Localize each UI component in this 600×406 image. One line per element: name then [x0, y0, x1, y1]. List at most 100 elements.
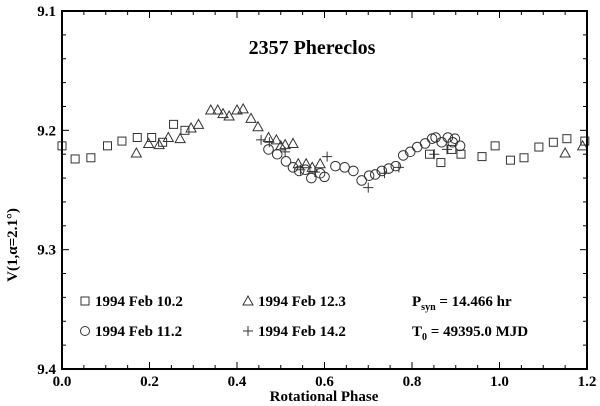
y-axis-title: V(1,α=2.1°) [5, 208, 21, 282]
square-point [548, 137, 558, 147]
circle-point [319, 171, 330, 183]
triangle-point [223, 109, 235, 121]
square-point [490, 141, 500, 151]
legend-item-feb14: 1994 Feb 14.2 [243, 324, 346, 340]
square-point [132, 132, 142, 142]
triangle-point [300, 157, 312, 169]
period-annotation: Psyn = 14.466 hr [412, 294, 512, 313]
square-point [180, 125, 190, 135]
y-tick-label: 9.1 [37, 4, 56, 20]
plus-point [322, 151, 333, 162]
circle-point [339, 162, 350, 173]
plus-point [442, 144, 452, 155]
square-point [456, 149, 466, 159]
square-point [534, 142, 544, 152]
plus-marker-icon [243, 326, 253, 336]
circle-point [348, 165, 359, 177]
plus-point [429, 149, 440, 160]
circle-point [430, 132, 441, 143]
svg-text:Psyn = 14.466 hr: Psyn = 14.466 hr [412, 294, 512, 313]
triangle-point [153, 138, 165, 150]
plus-point [393, 162, 404, 173]
x-axis-title: Rotational Phase [270, 389, 379, 405]
triangle-point [314, 157, 326, 169]
square-point [70, 154, 80, 164]
chart-title: 2357 Phereclos [249, 37, 376, 59]
y-tick-label: 9.3 [37, 243, 56, 259]
legend-label: 1994 Feb 12.3 [258, 294, 346, 310]
triangle-point [292, 157, 305, 169]
triangle-point [204, 104, 217, 115]
circle-point [454, 140, 466, 152]
triangle-point [559, 146, 571, 158]
legend: 1994 Feb 10.2 1994 Feb 11.2 1994 Feb 12.… [80, 294, 346, 340]
circle-point [306, 172, 317, 184]
epoch-annotation: T0 = 49395.0 MJD [412, 324, 528, 343]
x-tick-label: 1.2 [578, 374, 597, 390]
triangle-point [252, 120, 264, 132]
triangle-point [130, 146, 143, 158]
square-point [86, 153, 96, 163]
circle-point [293, 165, 305, 177]
square-point [103, 141, 112, 151]
triangle-point [174, 132, 186, 144]
circle-point [363, 170, 375, 181]
plus-point [295, 164, 306, 175]
svg-text:T0 = 49395.0 MJD: T0 = 49395.0 MJD [412, 324, 528, 343]
triangle-point [270, 133, 283, 145]
x-tick-label: 1.0 [490, 374, 509, 390]
circle-point [449, 133, 461, 144]
circle-point [356, 175, 367, 186]
legend-label: 1994 Feb 11.2 [95, 324, 182, 340]
circle-point [263, 144, 274, 155]
x-tick-label: 0.0 [53, 374, 72, 390]
x-tick-label: 0.2 [140, 374, 159, 390]
legend-item-feb12: 1994 Feb 12.3 [242, 294, 346, 310]
circle-point [271, 148, 283, 160]
data-points [57, 102, 590, 193]
triangle-point [262, 131, 275, 142]
triangle-point [287, 137, 299, 148]
square-point [562, 134, 572, 144]
plus-point [280, 146, 291, 157]
plot-frame [61, 10, 588, 370]
square-point [169, 119, 179, 129]
x-tick-label: 0.8 [403, 374, 422, 390]
square-point [147, 132, 157, 142]
triangle-point [245, 112, 257, 123]
x-tick-label: 0.6 [315, 374, 334, 390]
triangle-point [211, 104, 224, 115]
x-axis-ticks: 0.0 0.2 0.4 0.6 0.8 1.0 1.2 [53, 11, 597, 390]
legend-item-feb11: 1994 Feb 11.2 [80, 324, 182, 340]
circle-point [280, 156, 292, 167]
square-marker-icon [80, 296, 90, 306]
circle-point [330, 160, 341, 172]
square-point [477, 152, 487, 162]
circle-marker-icon [80, 326, 90, 336]
plus-point [264, 137, 275, 148]
y-tick-label: 9.2 [37, 123, 56, 139]
legend-item-feb10: 1994 Feb 10.2 [80, 294, 183, 310]
x-tick-label: 0.4 [228, 374, 247, 390]
plus-point [363, 182, 374, 193]
square-point [436, 158, 446, 168]
circle-point [390, 160, 402, 172]
circle-point [436, 136, 448, 148]
circle-point [397, 150, 409, 161]
plus-point [379, 168, 390, 179]
triangle-marker-icon [242, 294, 254, 306]
square-point [519, 153, 529, 163]
triangle-point [274, 139, 287, 151]
plus-point [309, 167, 320, 178]
square-point [117, 136, 127, 146]
plus-point [256, 134, 267, 145]
circle-point [419, 138, 431, 149]
triangle-point [192, 118, 205, 129]
circle-point [376, 165, 388, 177]
triangle-point [162, 131, 175, 142]
triangle-point [306, 161, 319, 172]
square-point [505, 155, 515, 165]
legend-label: 1994 Feb 14.2 [258, 324, 346, 340]
triangle-point [237, 102, 249, 114]
